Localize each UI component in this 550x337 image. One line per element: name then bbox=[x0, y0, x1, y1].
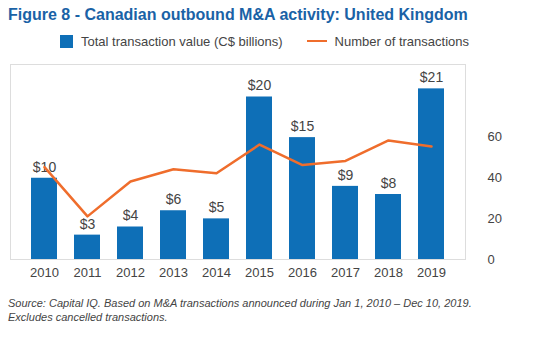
svg-text:2014: 2014 bbox=[202, 265, 231, 280]
svg-text:$21: $21 bbox=[420, 69, 444, 85]
svg-text:$15: $15 bbox=[291, 118, 315, 134]
svg-text:60: 60 bbox=[488, 129, 502, 144]
html-text:Total transaction value (C$ bi: Total transaction value (C$ billions) bbox=[81, 33, 283, 49]
svg-text:2010: 2010 bbox=[30, 265, 59, 280]
svg-text:2013: 2013 bbox=[159, 265, 188, 280]
svg-text:2012: 2012 bbox=[116, 265, 145, 280]
html-text:Source: Capital IQ. Based on M: Source: Capital IQ. Based on M&A transac… bbox=[8, 297, 472, 323]
svg-text:$3: $3 bbox=[80, 216, 96, 232]
svg-text:$6: $6 bbox=[166, 191, 182, 207]
svg-text:$9: $9 bbox=[338, 167, 354, 183]
svg-text:$4: $4 bbox=[123, 207, 139, 223]
svg-text:$8: $8 bbox=[381, 175, 397, 191]
svg-text:0: 0 bbox=[488, 252, 495, 267]
svg-text:20: 20 bbox=[488, 211, 502, 226]
svg-text:2016: 2016 bbox=[288, 265, 317, 280]
svg-text:40: 40 bbox=[488, 170, 502, 185]
svg-text:2017: 2017 bbox=[331, 265, 360, 280]
svg-text:$10: $10 bbox=[32, 158, 57, 175]
svg-text:2019: 2019 bbox=[417, 265, 446, 280]
html-text:Figure 8 - Canadian outbound M: Figure 8 - Canadian outbound M&A activit… bbox=[8, 6, 468, 23]
svg-text:2015: 2015 bbox=[245, 265, 274, 280]
svg-text:$5: $5 bbox=[209, 199, 225, 215]
svg-text:2018: 2018 bbox=[374, 265, 403, 280]
svg-text:$20: $20 bbox=[248, 77, 272, 93]
html-text:Number of transactions: Number of transactions bbox=[334, 33, 469, 49]
svg-text:2011: 2011 bbox=[74, 265, 102, 280]
